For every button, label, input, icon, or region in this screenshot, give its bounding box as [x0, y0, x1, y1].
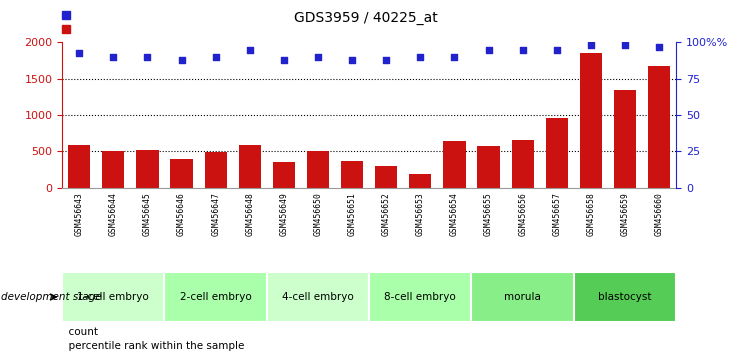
- Point: [551, 47, 563, 53]
- Text: morula: morula: [504, 292, 541, 302]
- Bar: [136, 150, 159, 188]
- Bar: [273, 162, 295, 188]
- Text: GSM456658: GSM456658: [586, 192, 595, 236]
- Point: [312, 54, 324, 60]
- Bar: [205, 152, 227, 188]
- Text: GSM456648: GSM456648: [246, 192, 254, 236]
- Text: GSM456652: GSM456652: [382, 192, 390, 236]
- Text: 1-cell embryo: 1-cell embryo: [77, 292, 149, 302]
- Text: count: count: [62, 327, 98, 337]
- Text: GSM456645: GSM456645: [143, 192, 152, 236]
- Point: [517, 47, 529, 53]
- Text: 8-cell embryo: 8-cell embryo: [385, 292, 456, 302]
- Text: GSM456656: GSM456656: [518, 192, 527, 236]
- Bar: [164, 272, 267, 322]
- Bar: [443, 141, 466, 188]
- Bar: [68, 145, 91, 188]
- Text: GSM456651: GSM456651: [348, 192, 357, 236]
- Point: [449, 54, 461, 60]
- Text: GSM456660: GSM456660: [655, 192, 664, 236]
- Bar: [546, 118, 568, 188]
- Point: [244, 47, 256, 53]
- Bar: [409, 174, 431, 188]
- Bar: [341, 161, 363, 188]
- Bar: [102, 150, 124, 188]
- Bar: [170, 159, 193, 188]
- Text: blastocyst: blastocyst: [598, 292, 652, 302]
- Point: [619, 42, 631, 48]
- Text: GSM456649: GSM456649: [279, 192, 288, 236]
- Point: [414, 54, 426, 60]
- Point: [210, 54, 221, 60]
- Bar: [239, 145, 261, 188]
- Text: GDS3959 / 40225_at: GDS3959 / 40225_at: [294, 11, 437, 25]
- Text: development stage: development stage: [1, 292, 102, 302]
- Text: GSM456659: GSM456659: [621, 192, 629, 236]
- Point: [175, 57, 187, 63]
- Text: GSM456643: GSM456643: [75, 192, 83, 236]
- Point: [278, 57, 289, 63]
- Bar: [369, 272, 471, 322]
- Text: GSM456657: GSM456657: [553, 192, 561, 236]
- Text: GSM456647: GSM456647: [211, 192, 220, 236]
- Bar: [574, 272, 676, 322]
- Text: GSM456655: GSM456655: [484, 192, 493, 236]
- Text: GSM456653: GSM456653: [416, 192, 425, 236]
- Text: percentile rank within the sample: percentile rank within the sample: [62, 341, 244, 351]
- Text: GSM456644: GSM456644: [109, 192, 118, 236]
- Text: 4-cell embryo: 4-cell embryo: [282, 292, 354, 302]
- Point: [107, 54, 119, 60]
- Text: 2-cell embryo: 2-cell embryo: [180, 292, 251, 302]
- Point: [380, 57, 392, 63]
- Bar: [512, 141, 534, 188]
- Bar: [375, 166, 398, 188]
- Point: [654, 44, 665, 50]
- Point: [482, 47, 494, 53]
- Bar: [471, 272, 574, 322]
- Text: GSM456650: GSM456650: [314, 192, 322, 236]
- Bar: [477, 146, 500, 188]
- Point: [142, 54, 154, 60]
- Bar: [62, 272, 164, 322]
- Point: [73, 50, 85, 56]
- Text: GSM456646: GSM456646: [177, 192, 186, 236]
- Bar: [307, 150, 329, 188]
- Point: [585, 42, 596, 48]
- Bar: [614, 90, 636, 188]
- Bar: [62, 11, 70, 19]
- Bar: [267, 272, 369, 322]
- Point: [346, 57, 358, 63]
- Bar: [580, 53, 602, 188]
- Bar: [648, 66, 670, 188]
- Text: GSM456654: GSM456654: [450, 192, 459, 236]
- Bar: [62, 24, 70, 33]
